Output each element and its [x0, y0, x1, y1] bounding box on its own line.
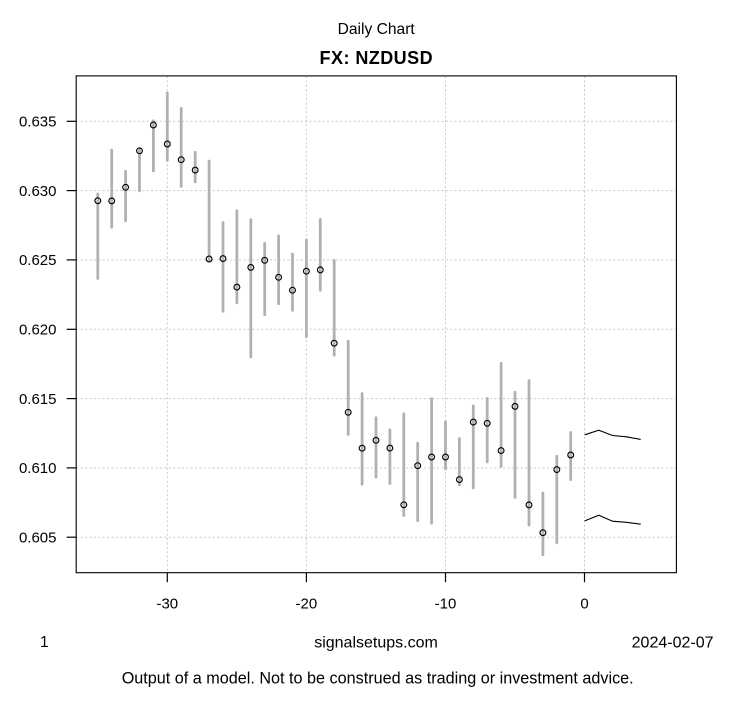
svg-text:0.620: 0.620 [19, 322, 57, 339]
svg-text:-10: -10 [435, 596, 457, 613]
svg-text:0.615: 0.615 [19, 391, 57, 408]
svg-text:0.610: 0.610 [19, 460, 57, 477]
svg-text:Output of a model. Not to be c: Output of a model. Not to be construed a… [122, 669, 634, 687]
svg-text:0.605: 0.605 [19, 529, 57, 546]
svg-text:2024-02-07: 2024-02-07 [632, 635, 714, 652]
svg-text:-30: -30 [156, 596, 178, 613]
svg-text:0: 0 [580, 596, 588, 613]
svg-text:signalsetups.com: signalsetups.com [314, 635, 438, 652]
svg-text:1: 1 [40, 634, 49, 651]
svg-text:-20: -20 [296, 596, 318, 613]
svg-text:0.625: 0.625 [19, 252, 57, 269]
svg-text:0.635: 0.635 [19, 114, 57, 131]
svg-text:FX: NZDUSD: FX: NZDUSD [320, 48, 434, 68]
svg-text:Daily Chart: Daily Chart [338, 21, 416, 38]
svg-text:0.630: 0.630 [19, 183, 57, 200]
